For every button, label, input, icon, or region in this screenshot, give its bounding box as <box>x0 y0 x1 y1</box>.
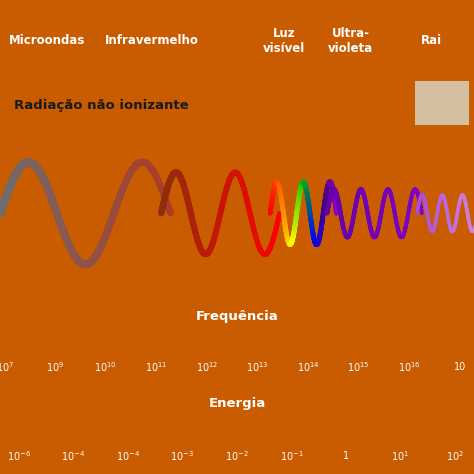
Text: $10^{15}$: $10^{15}$ <box>347 360 370 374</box>
Text: $10^{11}$: $10^{11}$ <box>145 360 168 374</box>
Text: Energia: Energia <box>209 397 265 410</box>
Text: $10^{12}$: $10^{12}$ <box>196 360 218 374</box>
FancyBboxPatch shape <box>415 81 469 126</box>
Text: $10^{14}$: $10^{14}$ <box>297 360 319 374</box>
Text: $10^{-4}$: $10^{-4}$ <box>116 449 140 464</box>
Text: Frequência: Frequência <box>196 310 278 323</box>
Text: $10^{-1}$: $10^{-1}$ <box>280 449 303 464</box>
Text: Microondas: Microondas <box>9 34 86 47</box>
Text: $10^9$: $10^9$ <box>46 360 64 374</box>
Text: $10^{-3}$: $10^{-3}$ <box>171 449 194 464</box>
Text: $10^2$: $10^2$ <box>446 449 464 464</box>
Text: $10^{-4}$: $10^{-4}$ <box>61 449 86 464</box>
Text: $10^7$: $10^7$ <box>0 360 14 374</box>
Text: Radiação não ionizante: Radiação não ionizante <box>14 99 189 112</box>
Text: Rai: Rai <box>421 34 442 47</box>
Text: 1: 1 <box>343 451 349 462</box>
Text: $10^{13}$: $10^{13}$ <box>246 360 269 374</box>
Text: $10^{-6}$: $10^{-6}$ <box>7 449 31 464</box>
Text: 10: 10 <box>454 362 466 372</box>
Text: $10^1$: $10^1$ <box>392 449 410 464</box>
Text: $10^{-2}$: $10^{-2}$ <box>225 449 249 464</box>
Text: $10^{10}$: $10^{10}$ <box>94 360 117 374</box>
Text: $10^{16}$: $10^{16}$ <box>398 360 420 374</box>
Text: Luz
visível: Luz visível <box>263 27 306 55</box>
Text: Infravermelho: Infravermelho <box>105 34 199 47</box>
Text: Ultra-
violeta: Ultra- violeta <box>328 27 374 55</box>
